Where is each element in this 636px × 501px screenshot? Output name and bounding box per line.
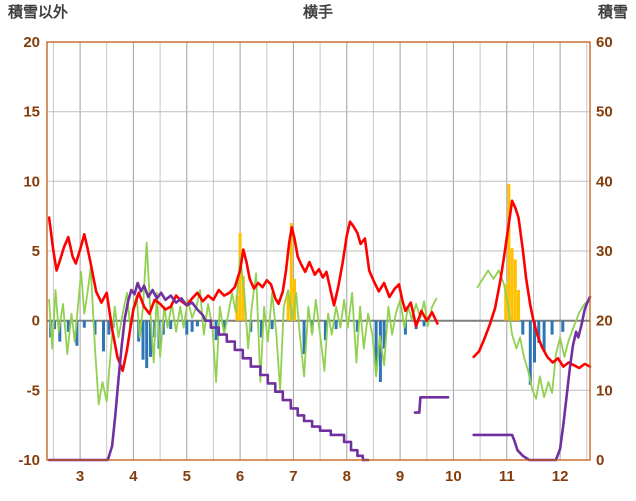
svg-text:7: 7	[289, 468, 297, 485]
plot-border	[46, 41, 591, 461]
svg-text:20: 20	[23, 34, 40, 51]
chart-title: 横手	[302, 4, 333, 21]
svg-text:3: 3	[76, 468, 84, 485]
red-line	[47, 199, 592, 373]
svg-text:8: 8	[343, 468, 351, 485]
green-line	[48, 241, 591, 406]
svg-text:-10: -10	[18, 452, 40, 469]
svg-text:11: 11	[499, 468, 515, 485]
right-axis-ticks: 60 50 40 30 20 10 0	[596, 34, 613, 469]
svg-text:6: 6	[236, 468, 244, 485]
svg-text:30: 30	[596, 243, 613, 260]
left-axis-ticks: 20 15 10 5 0 -5 -10	[18, 34, 40, 469]
svg-text:20: 20	[596, 313, 613, 330]
svg-text:10: 10	[445, 468, 462, 485]
svg-text:10: 10	[596, 382, 613, 399]
svg-text:12: 12	[552, 468, 569, 485]
svg-text:0: 0	[32, 313, 40, 330]
x-axis-ticks: 3 4 5 6 7 8 9 10 11 12	[76, 468, 569, 485]
svg-text:4: 4	[129, 468, 138, 485]
svg-text:60: 60	[596, 34, 613, 51]
svg-text:-5: -5	[27, 382, 40, 399]
svg-text:40: 40	[596, 173, 613, 190]
right-axis-title: 積雪	[597, 4, 628, 21]
left-axis-title: 積雪以外	[8, 4, 69, 21]
svg-text:0: 0	[596, 452, 604, 469]
svg-text:15: 15	[23, 104, 40, 121]
svg-text:10: 10	[23, 173, 40, 190]
svg-text:5: 5	[32, 243, 40, 260]
orange-bars	[235, 184, 520, 321]
purple-line	[47, 281, 592, 462]
svg-text:5: 5	[183, 468, 191, 485]
svg-text:9: 9	[396, 468, 404, 485]
svg-text:50: 50	[596, 104, 613, 121]
